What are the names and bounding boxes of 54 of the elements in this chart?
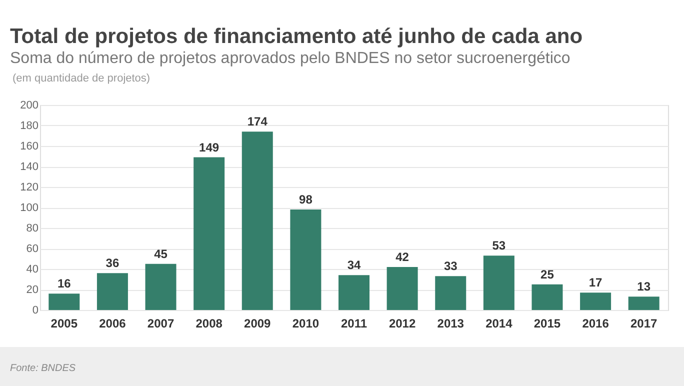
y-tick-label: 20: [26, 284, 38, 296]
bar: [628, 296, 660, 310]
source-note: Fonte: BNDES: [10, 363, 76, 374]
x-tick-label: 2016: [582, 316, 610, 330]
x-tick-label: 2015: [534, 316, 561, 330]
y-tick-label: 60: [26, 243, 38, 255]
x-tick-label: 2013: [437, 316, 464, 330]
bar: [532, 284, 563, 310]
bar: [435, 276, 466, 310]
y-axis-title: (em quantidade de projetos): [12, 72, 150, 84]
bar: [483, 256, 514, 310]
data-label: 36: [106, 256, 120, 270]
y-tick-label: 0: [32, 304, 38, 316]
y-tick-label: 80: [26, 222, 38, 234]
y-tick-label: 200: [20, 100, 38, 112]
bar: [290, 210, 322, 310]
data-label: 45: [154, 246, 168, 261]
data-label: 53: [492, 238, 506, 253]
bar: [580, 292, 612, 310]
y-tick-label: 160: [20, 140, 38, 152]
x-tick-label: 2012: [388, 316, 416, 330]
bar: [242, 132, 273, 310]
data-label: 13: [637, 280, 651, 294]
data-label: 17: [588, 276, 603, 290]
y-tick-label: 180: [20, 120, 38, 132]
x-tick-label: 2017: [630, 316, 658, 330]
chart-subtitle: Soma do número de projetos aprovados pelo BNDES no setor sucroenergético: [10, 50, 570, 67]
x-tick-label: 2009: [244, 316, 272, 330]
x-tick-label: 2007: [147, 316, 174, 330]
data-label: 33: [444, 259, 458, 274]
x-tick-label: 2005: [50, 316, 78, 330]
chart-title: Total de projetos de financiamento até junho de cada ano: [10, 25, 583, 48]
data-label: 149: [199, 140, 220, 154]
y-tick-label: 40: [26, 264, 38, 276]
x-tick-label: 2011: [340, 316, 368, 330]
x-tick-label: 2010: [292, 316, 320, 330]
bar: [338, 275, 370, 310]
data-label: 174: [247, 114, 268, 129]
y-tick-label: 120: [20, 182, 38, 194]
bar: [194, 157, 225, 310]
y-tick-label: 100: [20, 202, 38, 214]
data-label: 16: [57, 276, 72, 291]
y-tick-label: 140: [20, 161, 38, 173]
bar: [145, 264, 176, 310]
x-tick-label: 2014: [486, 316, 513, 330]
data-label: 42: [396, 250, 410, 264]
data-label: 25: [540, 267, 554, 282]
data-label: 34: [347, 258, 361, 272]
bar: [48, 294, 80, 310]
data-label: 98: [299, 192, 313, 207]
bar: [96, 273, 128, 310]
x-tick-label: 2006: [99, 316, 126, 330]
bar: [386, 266, 418, 310]
x-tick-label: 2008: [196, 316, 223, 330]
